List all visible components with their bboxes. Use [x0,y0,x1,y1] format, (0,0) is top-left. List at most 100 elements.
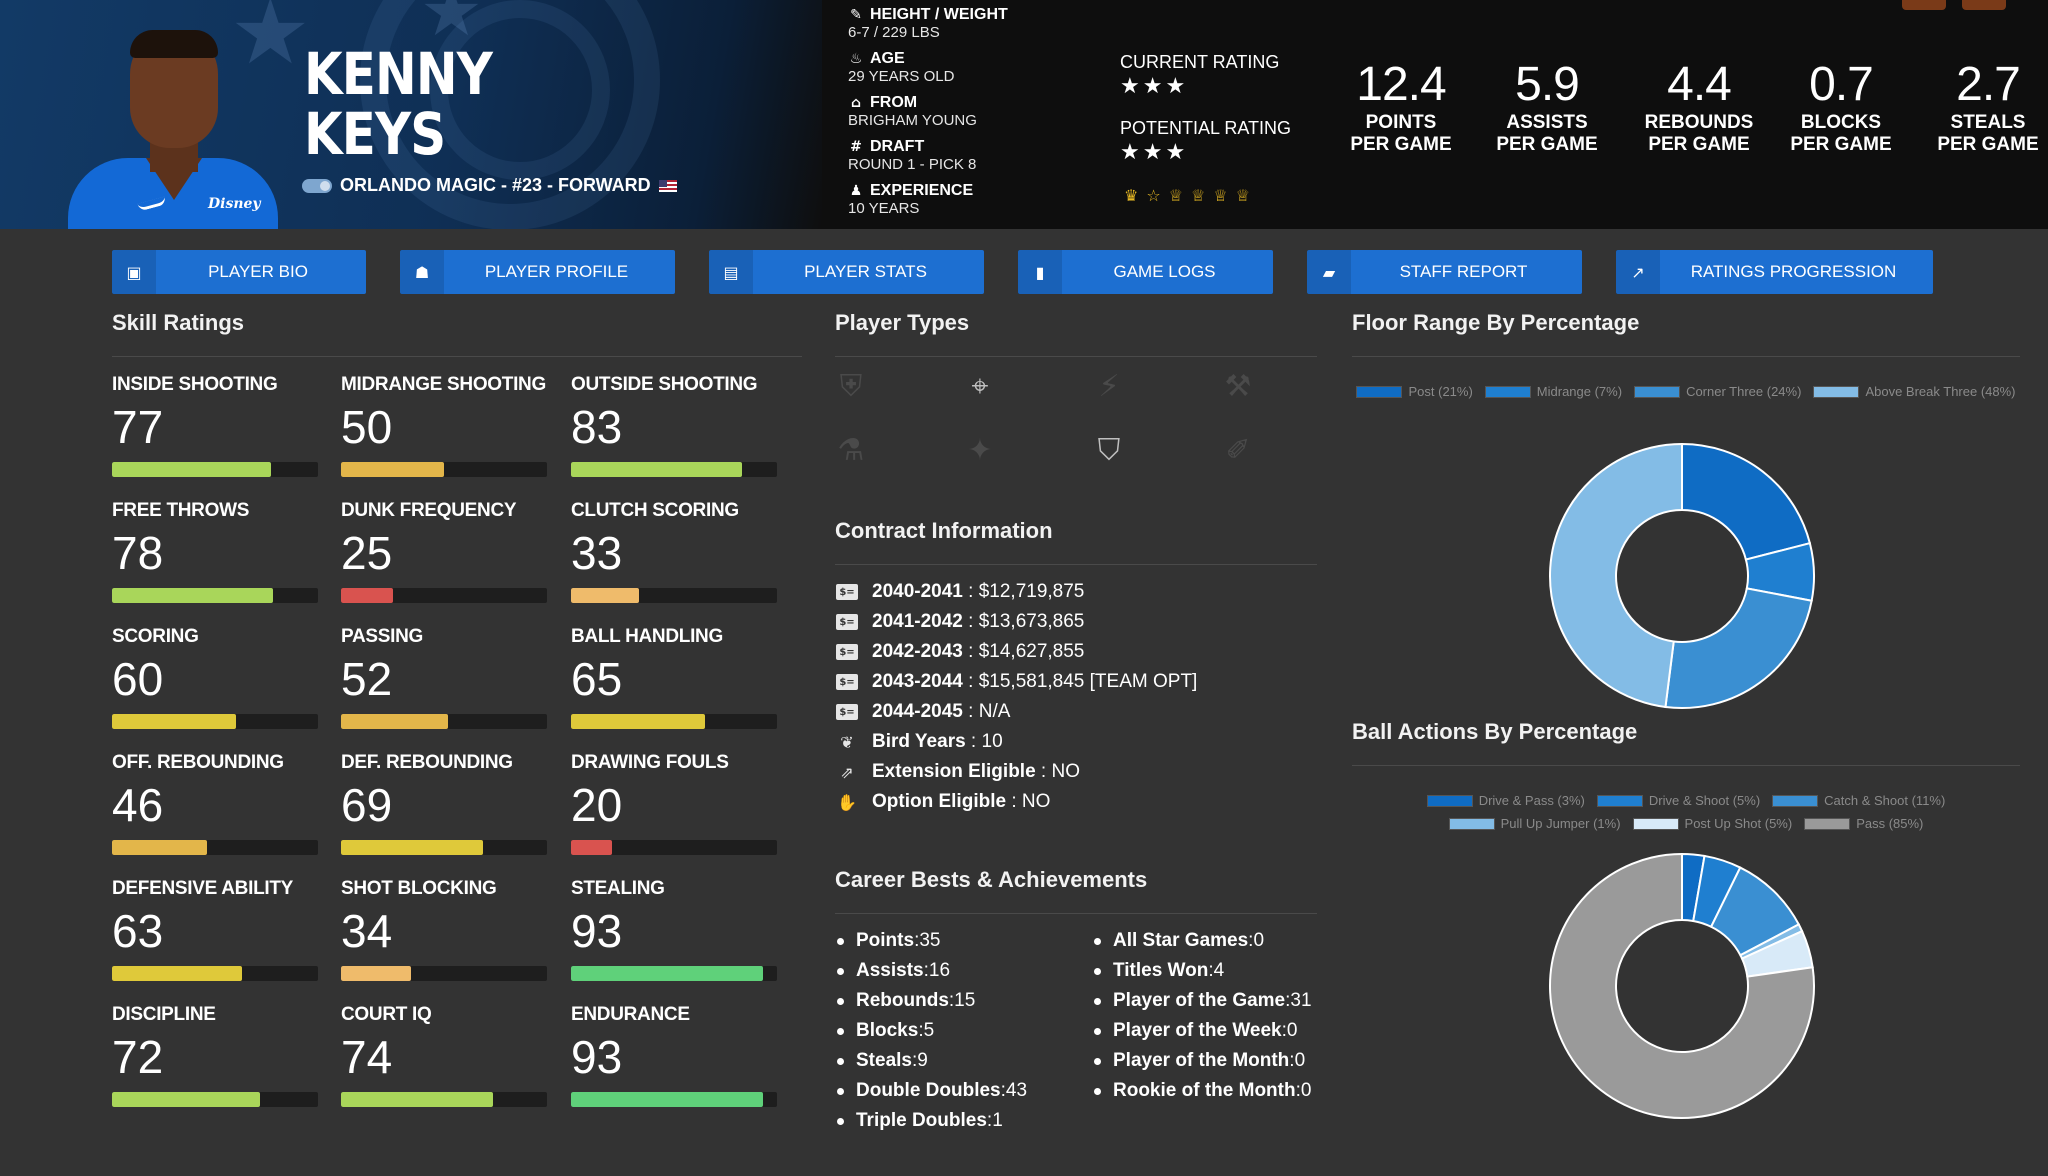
legend-item[interactable]: Post (21%) [1356,384,1473,399]
separator: : [962,611,979,632]
skill-value: 34 [341,905,393,957]
career-value: 31 [1290,990,1312,1011]
legend-item[interactable]: Pull Up Jumper (1%) [1448,816,1621,831]
skill-bar-fill [112,1092,261,1107]
floor-range-title: Floor Range By Percentage [1352,310,1640,335]
skill-rating: OFF. REBOUNDING 46 [112,752,318,855]
skill-bar [112,966,318,981]
skill-value: 60 [112,653,164,705]
career-value: 43 [1005,1080,1028,1101]
legend-label: Post Up Shot (5%) [1684,816,1793,831]
separator: : [986,1110,993,1131]
skill-name: DUNK FREQUENCY [341,500,517,521]
nav-game-logs-button[interactable]: ▮ GAME LOGS [1018,250,1273,294]
player-types-title: Player Types [835,310,970,335]
contract-value: 10 [981,731,1003,752]
stat-value: 0.7 [1809,58,1874,111]
contract-key: 2040-2041 [872,581,963,602]
legend-item[interactable]: Catch & Shoot (11%) [1772,793,1945,808]
stat-value: 2.7 [1956,58,2021,111]
legend-label: Catch & Shoot (11%) [1824,793,1946,808]
legend-swatch [1804,817,1851,830]
contract-text: 2044-2045 : N/A [872,701,1010,723]
bio-label-row: ✎ HEIGHT / WEIGHT [848,6,1048,24]
career-value: 0 [1253,930,1265,951]
player-name: KENNY KEYS [304,44,493,164]
donut-slice[interactable] [1664,587,1813,709]
nav-staff-report-button[interactable]: ▰ STAFF REPORT [1307,250,1582,294]
brush-icon[interactable]: ✐ [1225,432,1251,468]
ball-actions-title: Ball Actions By Percentage [1352,719,1638,744]
career-value: 0 [1294,1050,1306,1071]
legend-label: Drive & Pass (3%) [1478,793,1585,808]
bullet [1094,1027,1101,1035]
legend-label: Drive & Shoot (5%) [1648,793,1761,808]
money-icon: $= [836,704,858,720]
potential-rating-label: POTENTIAL RATING [1120,118,1292,138]
skill-name: STEALING [571,878,665,899]
nav-ratings-progression-button[interactable]: ↗ RATINGS PROGRESSION [1616,250,1933,294]
skill-value: 93 [571,1031,623,1083]
stat-label: PER GAME [1790,134,1892,155]
skill-bar [571,462,777,477]
bio-value: 10 YEARS [848,200,920,217]
legend-item[interactable]: Drive & Shoot (5%) [1596,793,1761,808]
skill-value: 78 [112,527,164,579]
stat-label: POINTS [1365,112,1437,133]
separator: : [962,581,979,602]
nav-player-bio-button[interactable]: ▣ PLAYER BIO [112,250,366,294]
bullet [1094,1057,1101,1065]
bio-label-row: ♟ EXPERIENCE [848,182,1048,200]
career-key: Player of the Month [1113,1050,1290,1071]
legend-swatch [1484,385,1531,398]
separator: : [1281,1020,1287,1041]
career-key: Blocks [856,1020,919,1041]
skill-bar-fill [112,462,271,477]
stat-steals: 2.7 STEALS PER GAME [1908,58,2048,156]
users-icon: ♟ [849,183,863,199]
skill-rating: SCORING 60 [112,626,318,729]
skill-bar-fill [341,840,484,855]
nav-icon: ▣ [112,250,156,294]
skill-bar-fill [341,1092,494,1107]
legend-item[interactable]: Post Up Shot (5%) [1632,816,1793,831]
nav-player-profile-button[interactable]: ☗ PLAYER PROFILE [400,250,675,294]
donut-slice[interactable] [1549,852,1815,1119]
corner-tab[interactable] [1902,0,1946,10]
contract-text: 2041-2042 : $13,673,865 [872,611,1084,633]
magic-wand-icon[interactable]: ✦ [967,432,993,468]
career-item: Assists : 16 [837,958,950,984]
legend-item[interactable]: Above Break Three (48%) [1813,384,2016,399]
shield-strike-icon[interactable]: ⛨ [839,368,863,404]
contract-text: Extension Eligible : NO [872,761,1080,783]
shield-icon[interactable]: ⛉ [1097,432,1121,468]
crosshair-icon[interactable]: ⌖ [971,368,989,404]
legend-item[interactable]: Pass (85%) [1804,816,1923,831]
stat-label: PER GAME [1937,134,2039,155]
contract-value: N/A [978,701,1011,722]
separator: : [1285,990,1291,1011]
player-header: ★ ★ Disney KENNY KEYS ORLANDO MAGIC - #2… [0,0,2048,229]
nav-icon: ▤ [709,250,753,294]
potential-rating-stars: ★★★ [1120,140,1189,165]
hammer-icon[interactable]: ⚒ [1224,368,1252,404]
donut-slice[interactable] [1549,442,1683,709]
donut-slice[interactable] [1681,442,1812,561]
nav-player-stats-button[interactable]: ▤ PLAYER STATS [709,250,984,294]
contract-key: Bird Years [872,731,966,752]
bio-value: BRIGHAM YOUNG [848,112,977,129]
contract-row: $= 2041-2042 : $13,673,865 [836,609,1084,635]
career-value: 4 [1213,960,1225,981]
legend-item[interactable]: Midrange (7%) [1484,384,1622,399]
lightning-icon[interactable]: ⚡ [1098,368,1120,404]
corner-tab[interactable] [1962,0,2006,10]
floor-range-donut [1549,442,1815,709]
career-item: Points : 35 [837,928,940,954]
legend-item[interactable]: Drive & Pass (3%) [1426,793,1585,808]
legend-swatch [1426,794,1473,807]
flask-icon[interactable]: ⚗ [837,432,865,468]
career-key: Points [856,930,915,951]
legend-item[interactable]: Corner Three (24%) [1634,384,1801,399]
skill-bar-fill [571,1092,763,1107]
career-key: Triple Doubles [856,1110,987,1131]
